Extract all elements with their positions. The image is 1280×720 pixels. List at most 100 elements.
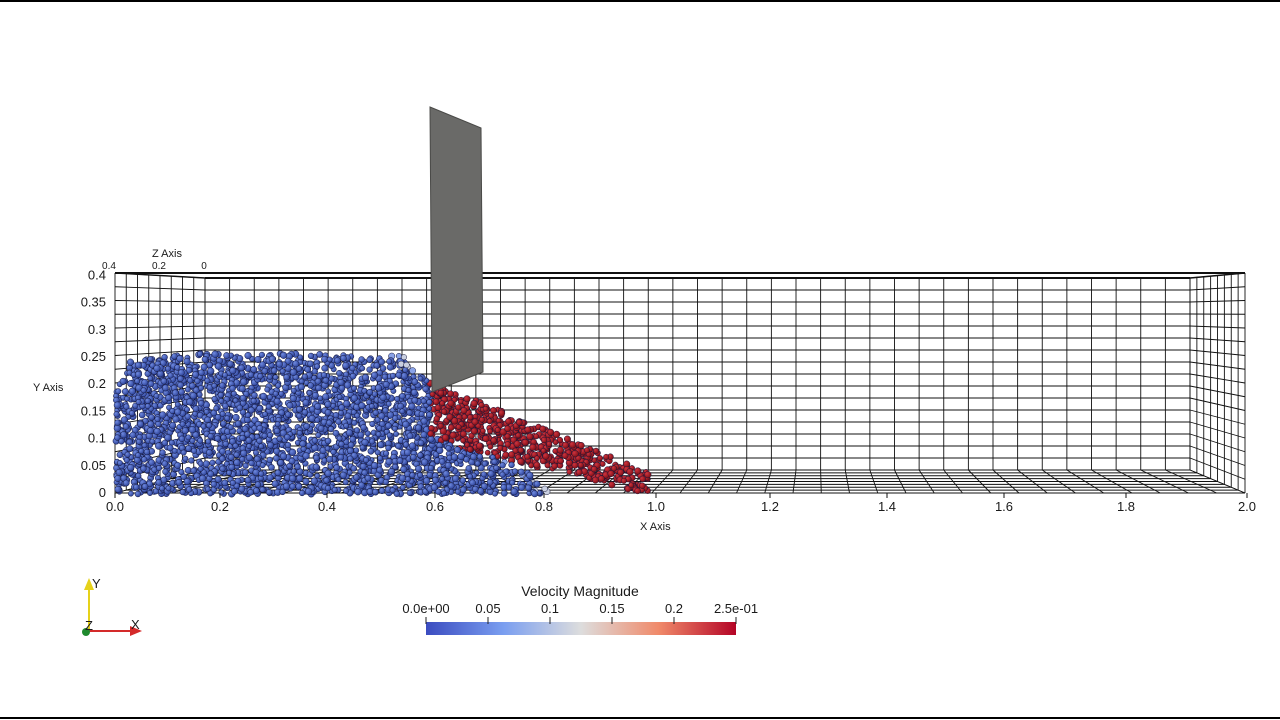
particle: [344, 412, 352, 420]
particle: [336, 369, 343, 377]
triad-x-label: X: [131, 617, 140, 632]
particle: [463, 456, 470, 463]
particle: [155, 479, 163, 486]
particle: [440, 490, 447, 497]
particle: [427, 464, 434, 471]
particle: [311, 374, 318, 381]
particle: [184, 413, 192, 420]
particle: [267, 394, 273, 401]
particle: [509, 479, 516, 486]
particle: [480, 428, 486, 434]
particle: [229, 367, 237, 375]
particle: [449, 431, 457, 439]
particle: [370, 461, 379, 470]
particle: [161, 384, 169, 392]
colorbar-tick-label: 0.15: [599, 601, 624, 616]
particle: [295, 365, 303, 372]
particle: [188, 426, 196, 434]
particle: [634, 467, 642, 475]
particle: [415, 465, 423, 473]
y-tick-label: 0.35: [81, 295, 106, 310]
colorbar-tick-label: 0.05: [475, 601, 500, 616]
particle: [409, 472, 416, 479]
particle: [533, 461, 541, 469]
particle: [296, 430, 303, 436]
particle: [392, 415, 399, 422]
x-tick-label: 0.4: [318, 499, 336, 514]
particle: [166, 444, 174, 452]
particle: [298, 378, 305, 385]
particle: [484, 449, 491, 456]
particle: [557, 457, 565, 465]
particle: [251, 392, 258, 399]
particle: [324, 469, 332, 477]
particle: [229, 479, 236, 486]
particle: [164, 434, 172, 442]
particle: [427, 430, 434, 437]
particle: [126, 358, 135, 366]
particle: [203, 408, 210, 415]
particle: [529, 443, 537, 451]
particle: [590, 465, 598, 473]
z-axis-ticks: 0.4 0.2 0: [102, 261, 207, 272]
particle: [320, 372, 328, 379]
particle: [197, 437, 204, 444]
particle: [254, 481, 262, 488]
particle: [310, 477, 318, 485]
particle: [332, 429, 340, 437]
particle: [397, 402, 405, 410]
particle: [147, 375, 154, 382]
particle: [197, 466, 204, 472]
y-tick-label: 0: [99, 485, 106, 500]
particle: [431, 476, 439, 484]
particle: [381, 373, 389, 380]
particle: [242, 469, 249, 476]
particle: [267, 441, 274, 449]
particle: [177, 369, 185, 377]
color-legend: Velocity Magnitude 0.0e+00 0.05 0.1 0.15 0.2…: [402, 583, 758, 635]
particle: [442, 470, 450, 478]
particle: [204, 486, 211, 493]
y-tick-label: 0.2: [88, 376, 106, 391]
particle: [410, 389, 418, 396]
particle: [385, 401, 392, 407]
particle: [467, 414, 474, 421]
particle: [279, 488, 286, 496]
particle: [296, 412, 303, 419]
particle: [153, 364, 161, 372]
particle: [198, 385, 205, 391]
particle: [192, 431, 200, 439]
particle: [279, 368, 286, 375]
particle: [248, 460, 255, 467]
particle: [239, 456, 246, 463]
y-tick-label: 0.4: [88, 267, 106, 282]
particle: [471, 418, 479, 426]
particle: [247, 489, 254, 496]
y-tick-label: 0.3: [88, 322, 106, 337]
particle: [494, 453, 501, 460]
particle: [378, 487, 386, 495]
particle: [343, 400, 351, 408]
particle: [402, 441, 410, 448]
particle: [428, 425, 435, 432]
particle: [306, 390, 313, 396]
particle: [353, 474, 360, 481]
particle: [350, 465, 357, 472]
particle: [247, 371, 255, 379]
particle: [639, 475, 646, 483]
particle: [238, 385, 246, 393]
particle: [358, 481, 366, 489]
triad-z-label: Z: [85, 618, 93, 633]
particle: [459, 486, 467, 494]
particle: [113, 424, 121, 432]
particle: [326, 419, 333, 426]
particle: [256, 437, 263, 445]
particle: [577, 462, 584, 469]
particle: [454, 488, 461, 495]
particle: [256, 424, 264, 432]
particle: [315, 432, 322, 439]
particle: [389, 372, 397, 379]
particle: [317, 395, 324, 402]
particle: [198, 400, 205, 407]
